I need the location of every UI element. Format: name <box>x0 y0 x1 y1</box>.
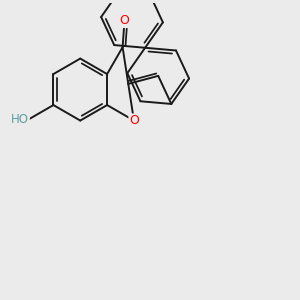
Text: O: O <box>120 14 129 27</box>
Text: HO: HO <box>11 112 29 125</box>
Text: O: O <box>129 114 139 127</box>
